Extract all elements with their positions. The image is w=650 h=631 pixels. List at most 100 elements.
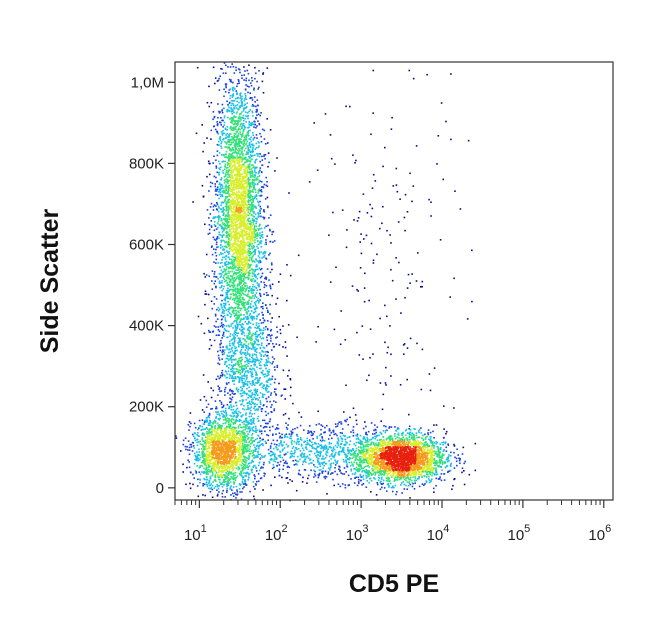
event-dot <box>362 358 364 360</box>
event-dot <box>253 384 256 386</box>
event-dot <box>237 388 240 391</box>
event-dot <box>264 251 267 253</box>
event-dot <box>300 416 303 418</box>
event-dot <box>239 113 241 115</box>
event-dot <box>435 467 437 469</box>
event-dot <box>230 494 232 496</box>
event-dot <box>260 467 262 469</box>
event-dot <box>235 66 237 69</box>
event-dot <box>254 285 256 288</box>
event-dot <box>209 421 212 424</box>
event-dot <box>246 286 249 289</box>
event-dot <box>247 321 250 324</box>
event-dot <box>447 455 450 458</box>
event-dot <box>233 477 235 479</box>
event-dot <box>323 431 325 434</box>
event-dot <box>211 245 213 247</box>
event-dot <box>248 120 251 123</box>
event-dot <box>254 394 257 396</box>
event-dot <box>259 400 262 402</box>
event-dot <box>248 329 251 332</box>
event-dot <box>267 224 269 227</box>
event-dot <box>437 135 440 137</box>
event-dot <box>257 228 259 230</box>
event-dot <box>289 452 292 455</box>
event-dot <box>258 181 260 184</box>
event-dot <box>328 460 330 462</box>
event-dot <box>269 447 272 449</box>
event-dot <box>223 310 226 312</box>
event-dot <box>344 419 346 422</box>
event-dot <box>281 476 283 479</box>
event-dot <box>427 473 429 476</box>
event-dot <box>198 466 201 469</box>
event-dot <box>227 245 230 247</box>
event-dot <box>235 497 237 499</box>
event-dot <box>249 411 251 414</box>
event-dot <box>241 150 243 152</box>
event-dot <box>262 385 265 387</box>
event-dot <box>224 480 226 483</box>
event-dot <box>248 381 251 383</box>
event-dot <box>438 450 440 453</box>
event-dot <box>317 442 320 445</box>
event-dot <box>230 359 233 361</box>
event-dot <box>251 356 253 359</box>
event-dot <box>230 398 233 401</box>
event-dot <box>265 385 268 388</box>
event-dot <box>435 440 437 443</box>
event-dot <box>205 253 208 256</box>
event-dot <box>279 451 282 453</box>
event-dot <box>239 357 242 359</box>
event-dot <box>248 454 250 457</box>
event-dot <box>239 296 241 298</box>
event-dot <box>227 242 230 244</box>
event-dot <box>256 347 258 350</box>
event-dot <box>273 381 276 384</box>
event-dot <box>255 408 258 410</box>
event-dot <box>464 460 466 463</box>
event-dot <box>243 423 245 425</box>
event-dot <box>383 487 386 489</box>
event-dot <box>273 443 276 446</box>
event-dot <box>246 393 248 396</box>
event-dot <box>317 476 320 479</box>
event-dot <box>249 82 252 84</box>
event-dot <box>211 270 214 272</box>
event-dot <box>451 488 453 490</box>
event-dot <box>353 473 356 476</box>
event-dot <box>260 403 262 405</box>
event-dot <box>324 462 327 465</box>
event-dot <box>295 443 298 445</box>
event-dot <box>413 438 415 441</box>
event-dot <box>236 111 239 113</box>
event-dot <box>411 485 414 488</box>
event-dot <box>221 111 224 114</box>
event-dot <box>242 385 244 388</box>
event-dot <box>211 253 214 256</box>
event-dot <box>200 322 203 325</box>
event-dot <box>336 460 339 462</box>
event-dot <box>382 205 384 208</box>
event-dot <box>236 306 239 308</box>
event-dot <box>248 110 250 113</box>
event-dot <box>275 303 277 305</box>
event-dot <box>187 459 189 461</box>
event-dot <box>216 80 219 82</box>
event-dot <box>232 492 234 495</box>
event-dot <box>236 475 239 477</box>
event-dot <box>200 461 203 464</box>
event-dot <box>450 463 452 466</box>
event-dot <box>261 438 264 441</box>
event-dot <box>235 476 238 479</box>
event-dot <box>225 156 228 158</box>
event-dot <box>409 483 412 486</box>
event-dot <box>339 446 342 449</box>
event-dot <box>363 300 366 303</box>
event-dot <box>254 189 256 191</box>
event-dot <box>212 205 215 208</box>
event-dot <box>279 328 282 331</box>
event-dot <box>356 331 358 334</box>
event-dot <box>266 118 268 120</box>
event-dot <box>276 448 279 451</box>
